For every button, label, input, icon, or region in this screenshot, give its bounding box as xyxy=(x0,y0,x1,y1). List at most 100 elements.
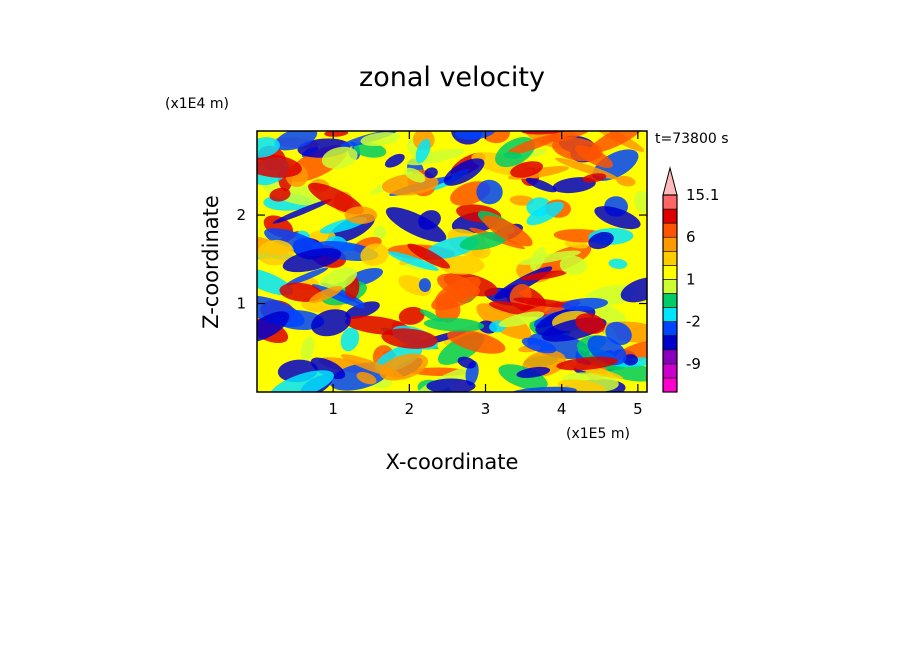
field-patch xyxy=(321,146,358,169)
field-patch xyxy=(270,370,334,392)
field-patch xyxy=(525,177,557,193)
field-patch xyxy=(269,187,291,202)
field-patch xyxy=(623,354,639,366)
field-patch xyxy=(562,297,609,311)
colorbar-segment xyxy=(662,279,678,294)
field-patch xyxy=(345,301,380,320)
x-tick-label: 3 xyxy=(481,400,491,418)
field-patch xyxy=(437,273,478,297)
colorbar-label: -2 xyxy=(686,313,701,331)
x-ticks: 1 2 3 4 5 xyxy=(328,131,643,418)
heatmap-blobs xyxy=(257,131,647,392)
field-patch xyxy=(424,167,438,179)
colorbar-segment xyxy=(662,335,678,351)
field-patch xyxy=(476,179,503,205)
field-patch xyxy=(407,243,451,269)
field-patch xyxy=(264,228,326,257)
y-axis-label: Z-coordinate xyxy=(199,195,223,329)
field-patch xyxy=(415,138,431,164)
field-patch xyxy=(384,153,405,168)
field-patch xyxy=(257,268,294,296)
x-tick-label: 1 xyxy=(328,400,338,418)
field-patch xyxy=(457,356,477,369)
field-patch xyxy=(594,206,641,230)
colorbar-frame xyxy=(662,194,678,393)
field-patch xyxy=(282,248,342,273)
field-patch xyxy=(634,190,647,213)
chart-title: zonal velocity xyxy=(359,62,545,93)
field-patch xyxy=(518,250,581,265)
field-patch xyxy=(418,278,431,292)
colorbar-label: 1 xyxy=(686,270,696,288)
colorbar-segment xyxy=(662,208,678,224)
colorbar-extend-max xyxy=(662,166,678,196)
colorbar-label: 15.1 xyxy=(686,186,719,204)
colorbar-segment xyxy=(662,265,678,280)
y-scale-label: (x1E4 m) xyxy=(165,96,229,112)
field-patch xyxy=(340,327,360,352)
heatmap-field xyxy=(257,131,647,392)
field-patch xyxy=(356,371,377,385)
field-patch xyxy=(310,357,346,380)
field-patch xyxy=(257,311,290,342)
x-axis-label: X-coordinate xyxy=(386,450,519,474)
field-patch xyxy=(381,328,438,349)
field-patch xyxy=(507,133,561,155)
field-patch xyxy=(373,225,387,240)
y-tick-label: 2 xyxy=(236,206,246,224)
field-patch xyxy=(360,132,400,147)
field-patch xyxy=(340,354,404,379)
field-patch xyxy=(481,131,510,144)
field-patch xyxy=(257,137,280,158)
field-patch xyxy=(582,173,607,183)
colorbar-segment xyxy=(662,222,678,238)
y-tick-label: 1 xyxy=(236,295,246,313)
field-patch xyxy=(398,306,425,325)
field-patch xyxy=(317,267,358,293)
field-patch xyxy=(559,255,587,275)
field-patch xyxy=(482,215,533,247)
field-patch xyxy=(590,131,645,153)
field-patch xyxy=(360,243,389,266)
field-patch xyxy=(274,131,318,151)
field-patch xyxy=(300,336,315,361)
field-patch xyxy=(459,231,509,251)
field-patch xyxy=(552,137,603,162)
field-patch xyxy=(556,356,618,371)
colorbar-label: 6 xyxy=(686,228,696,246)
field-patch xyxy=(608,258,628,269)
colorbar-segment xyxy=(662,377,678,393)
field-patch xyxy=(439,255,485,275)
field-patch xyxy=(503,151,522,159)
time-label: t=73800 s xyxy=(655,131,729,147)
colorbar-segment xyxy=(662,349,678,365)
colorbar-segment xyxy=(662,250,678,266)
field-patch xyxy=(285,267,328,286)
field-patch xyxy=(564,240,589,249)
field-patch xyxy=(443,158,485,186)
colorbar-segment xyxy=(662,293,678,308)
field-patch xyxy=(308,182,364,215)
field-patch xyxy=(311,309,351,337)
field-patch xyxy=(526,201,564,226)
field-patch xyxy=(272,199,332,224)
field-patch xyxy=(353,142,387,158)
colorbar: 15.1 6 1 -2 -9 xyxy=(662,166,719,393)
y-ticks: 12 xyxy=(236,206,647,313)
field-patch xyxy=(498,311,545,328)
field-patch xyxy=(279,282,323,302)
field-patch xyxy=(257,239,294,266)
field-patch xyxy=(418,210,441,230)
field-patch xyxy=(588,232,614,250)
x-tick-label: 2 xyxy=(405,400,415,418)
field-patch xyxy=(387,251,439,271)
colorbar-segment xyxy=(662,307,678,322)
field-patch xyxy=(404,167,426,183)
field-patch xyxy=(620,277,647,303)
colorbar-segment xyxy=(662,194,678,210)
field-patch xyxy=(419,309,442,323)
field-patch xyxy=(385,207,447,242)
field-patch xyxy=(426,378,476,392)
field-patch xyxy=(516,366,551,378)
